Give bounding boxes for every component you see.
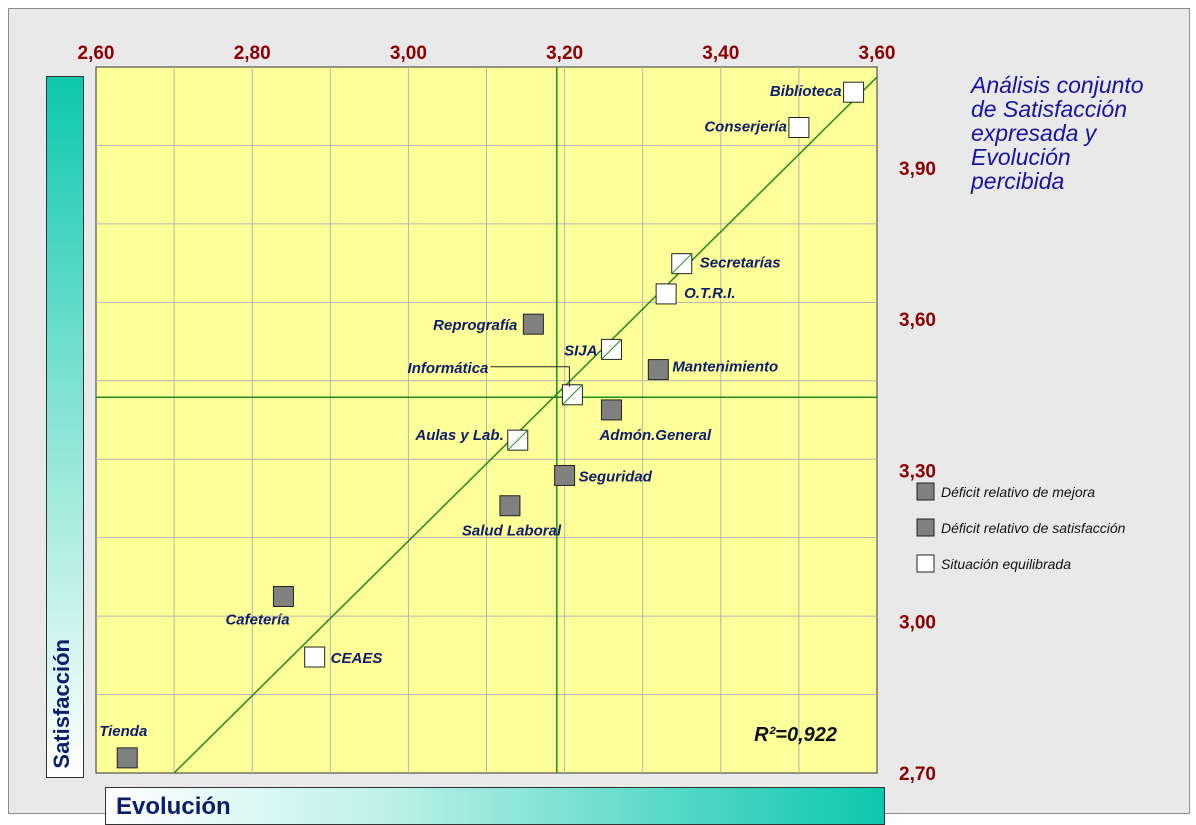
leader-line — [490, 366, 570, 387]
marker-diagonal — [507, 429, 529, 451]
data-point-marker — [304, 646, 326, 668]
x-axis-label: Evolución — [116, 793, 231, 820]
chart-title: Análisis conjunto de Satisfacción expres… — [971, 72, 1144, 194]
scatter-chart: 2,60 2,80 3,00 3,20 3,40 3,60 3,90 3,60 3,30 3,00… — [78, 43, 1126, 785]
legend-label: Situación equilibrada — [941, 556, 1071, 572]
x-tick-label: 3,40 — [702, 43, 739, 64]
chart-frame: Satisfacción Evolución Análisis conjunto… — [8, 8, 1190, 825]
y-axis-band: Satisfacción — [46, 76, 84, 778]
marker-diagonal — [562, 384, 583, 406]
x-axis-band: Evolución — [105, 787, 885, 825]
data-point-label: Seguridad — [579, 468, 653, 485]
x-tick-label: 3,00 — [390, 43, 427, 64]
data-point-marker — [522, 313, 544, 335]
y-tick-label: 2,70 — [899, 764, 936, 785]
legend-swatch — [916, 482, 935, 501]
data-point-label: Mantenimiento — [672, 359, 778, 376]
marker-diagonal — [671, 253, 693, 275]
data-point-label: Tienda — [99, 723, 147, 740]
x-tick-label: 3,60 — [859, 43, 896, 64]
data-point-label: Aulas y Lab. — [414, 427, 503, 444]
y-tick-label: 3,30 — [899, 461, 936, 482]
data-point-marker — [116, 747, 138, 769]
data-point-marker — [843, 81, 865, 103]
data-point-label: SIJA — [564, 342, 597, 359]
marker-diagonal — [601, 339, 622, 360]
data-point-marker — [499, 495, 521, 517]
data-point-label: Biblioteca — [770, 83, 842, 100]
data-point-marker — [554, 464, 576, 486]
data-point-label: Salud Laboral — [462, 523, 562, 540]
data-point-marker — [788, 117, 810, 139]
x-tick-label: 2,60 — [78, 43, 115, 64]
data-point-marker — [655, 283, 677, 305]
data-point-marker — [600, 399, 622, 421]
data-point-label: Admón.General — [598, 427, 712, 444]
legend-swatch — [916, 518, 935, 537]
data-point-label: Reprografía — [433, 317, 517, 334]
y-tick-label: 3,90 — [899, 159, 936, 180]
x-tick-label: 3,20 — [546, 43, 583, 64]
y-tick-label: 3,00 — [899, 613, 936, 634]
legend-label: Déficit relativo de satisfacción — [941, 520, 1126, 536]
legend-label: Déficit relativo de mejora — [941, 484, 1095, 500]
data-point-label: Conserjería — [704, 119, 787, 136]
x-tick-label: 2,80 — [234, 43, 271, 64]
data-point-marker — [647, 359, 669, 381]
data-point-label: CEAES — [331, 650, 383, 667]
data-point-label: O.T.R.I. — [684, 285, 735, 302]
legend-swatch — [916, 554, 935, 573]
r2-annotation: R²=0,922 — [754, 724, 837, 746]
data-point-label: Secretarías — [700, 255, 781, 272]
data-point-label: Informática — [408, 360, 489, 377]
y-tick-label: 3,60 — [899, 310, 936, 331]
data-point-marker — [272, 586, 294, 607]
regression-line — [173, 76, 878, 774]
data-point-label: Cafetería — [225, 612, 289, 629]
